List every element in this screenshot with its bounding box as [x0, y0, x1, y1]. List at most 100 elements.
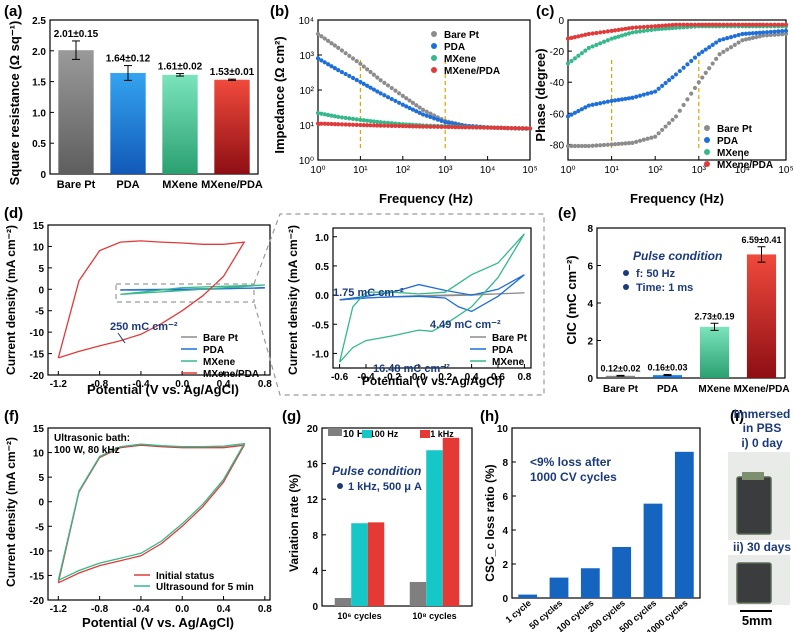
d-inset-xtick-label: -0.4	[357, 372, 375, 383]
b-point-pda	[424, 113, 429, 118]
c-point-bare-pt	[740, 38, 745, 43]
e-ylabel: CIC (mC cm⁻²)	[564, 255, 579, 344]
b-point-bare-pt	[404, 96, 409, 101]
c-point-bare-pt	[653, 134, 658, 139]
b-point-mxene-pda	[443, 124, 448, 130]
c-point-bare-pt	[696, 80, 701, 85]
e-ytick-label: 8	[587, 224, 593, 235]
c-legend-marker	[704, 137, 710, 143]
g-xtick-label: 10⁸ cycles	[412, 611, 456, 621]
d-curve-mxene	[120, 284, 265, 296]
c-point-pda	[740, 31, 745, 37]
c-point-mxene-pda	[609, 28, 614, 33]
d-xtick-label: 0.8	[258, 379, 272, 390]
c-point-pda	[703, 47, 708, 52]
c-point-bare-pt	[707, 66, 712, 71]
plots-layer: 0 0.5 1.0 1.5 2.0 2.5 2.01±0.15 Bare Pt 1.64±0.1…	[30, 16, 794, 632]
c-point-bare-pt	[721, 49, 726, 54]
b-point-bare-pt	[420, 107, 426, 113]
d-xtick-label: 0.0	[175, 379, 189, 390]
f-curve-initial-status	[57, 444, 246, 584]
b-point-mxene-pda	[407, 124, 412, 129]
c-point-pda	[696, 52, 701, 57]
a-xtick-label: PDA	[116, 179, 139, 191]
c-point	[783, 31, 789, 37]
b-point-mxene-pda	[350, 122, 356, 127]
a-ytick-label: 2.0	[32, 47, 46, 58]
c-point-pda	[660, 83, 665, 88]
b-point-bare-pt	[385, 83, 391, 88]
b-point-bare-pt	[417, 105, 422, 110]
b-point-mxene-pda	[319, 121, 324, 126]
c-point-pda	[583, 105, 588, 110]
photo-panel: Immersed in PBS i) 0 day ii) 30 days 5mm	[728, 407, 791, 628]
b-point-mxene	[371, 119, 376, 124]
b-point-pda	[358, 79, 363, 85]
c-point-mxene-pda	[583, 32, 588, 37]
b-point-bare-pt	[389, 85, 394, 91]
b-xtick-label: 10⁵	[522, 165, 537, 176]
b-point-bare-pt	[343, 51, 348, 56]
panel-letter-b: (b)	[270, 3, 289, 20]
h-bar-3	[612, 547, 632, 598]
b-point-pda	[385, 95, 391, 100]
h-annotation-line: 1000 CV cycles	[530, 470, 617, 484]
c-point-mxene	[616, 34, 621, 39]
c-xtick-label: 10²	[648, 165, 663, 176]
h-ytick-label: 10	[497, 424, 509, 435]
c-point-mxene-pda	[630, 25, 635, 30]
c-point-mxene	[586, 45, 591, 51]
c-point-bare-pt	[728, 45, 734, 50]
c-point-pda	[605, 99, 610, 104]
b-point-pda	[417, 110, 422, 115]
c-point	[783, 22, 789, 27]
b-point-mxene	[322, 112, 327, 117]
g-bar-0-0	[334, 597, 352, 606]
c-point-mxene-pda	[605, 29, 610, 34]
scale-bar-label: 5mm	[742, 613, 772, 628]
c-point-mxene-pda	[649, 24, 654, 29]
b-point-bare-pt	[428, 111, 433, 116]
b-point	[527, 126, 533, 131]
c-point-bare-pt	[626, 141, 632, 146]
b-point-pda	[336, 68, 341, 73]
b-point-bare-pt	[400, 93, 405, 98]
f-legend-label: Ultrasound for 5 min	[156, 582, 254, 593]
c-point-mxene-pda	[601, 29, 607, 35]
b-legend-marker	[431, 55, 437, 61]
b-xlabel: Frequency (Hz)	[379, 191, 473, 206]
b-point-bare-pt	[365, 67, 370, 72]
b-point-pda	[322, 60, 327, 65]
b-point-mxene-pda	[492, 125, 497, 130]
c-point-pda	[565, 114, 571, 119]
c-point-mxene-pda	[725, 22, 730, 27]
g-bar-0-1	[351, 523, 368, 606]
b-xtick-label: 10²	[396, 165, 411, 176]
d-inset-annotation-2: 4.49 mC cm⁻²	[430, 319, 501, 331]
b-point-mxene-pda	[375, 123, 380, 128]
d-xtick-label: -1.2	[50, 379, 68, 390]
c-point-bare-pt	[594, 143, 599, 148]
c-xtick-label: 10¹	[604, 165, 619, 176]
b-point-pda	[446, 120, 451, 125]
b-point-mxene-pda	[326, 121, 331, 127]
b-point-mxene	[382, 120, 387, 125]
c-point-pda	[725, 36, 730, 41]
b-point-pda	[361, 81, 366, 86]
b-point-mxene-pda	[389, 123, 394, 128]
b-point-mxene	[343, 115, 348, 121]
c-point-pda	[670, 75, 675, 80]
a-bar-3	[214, 79, 250, 174]
c-point-mxene-pda	[681, 22, 686, 27]
c-point-mxene-pda	[626, 26, 632, 31]
a-xtick-label: Bare Pt	[57, 179, 96, 191]
c-point-bare-pt	[605, 142, 610, 147]
c-point-mxene	[598, 41, 603, 46]
e-xtick-label: MXene	[698, 384, 731, 395]
a-data-label: 1.64±0.12	[106, 54, 151, 65]
b-point-pda	[354, 77, 359, 83]
b-point-mxene-pda	[474, 125, 479, 130]
e-data-label: 6.59±0.41	[742, 235, 782, 245]
c-point-mxene	[626, 31, 632, 36]
f-xtick-label: -0.8	[91, 604, 109, 615]
